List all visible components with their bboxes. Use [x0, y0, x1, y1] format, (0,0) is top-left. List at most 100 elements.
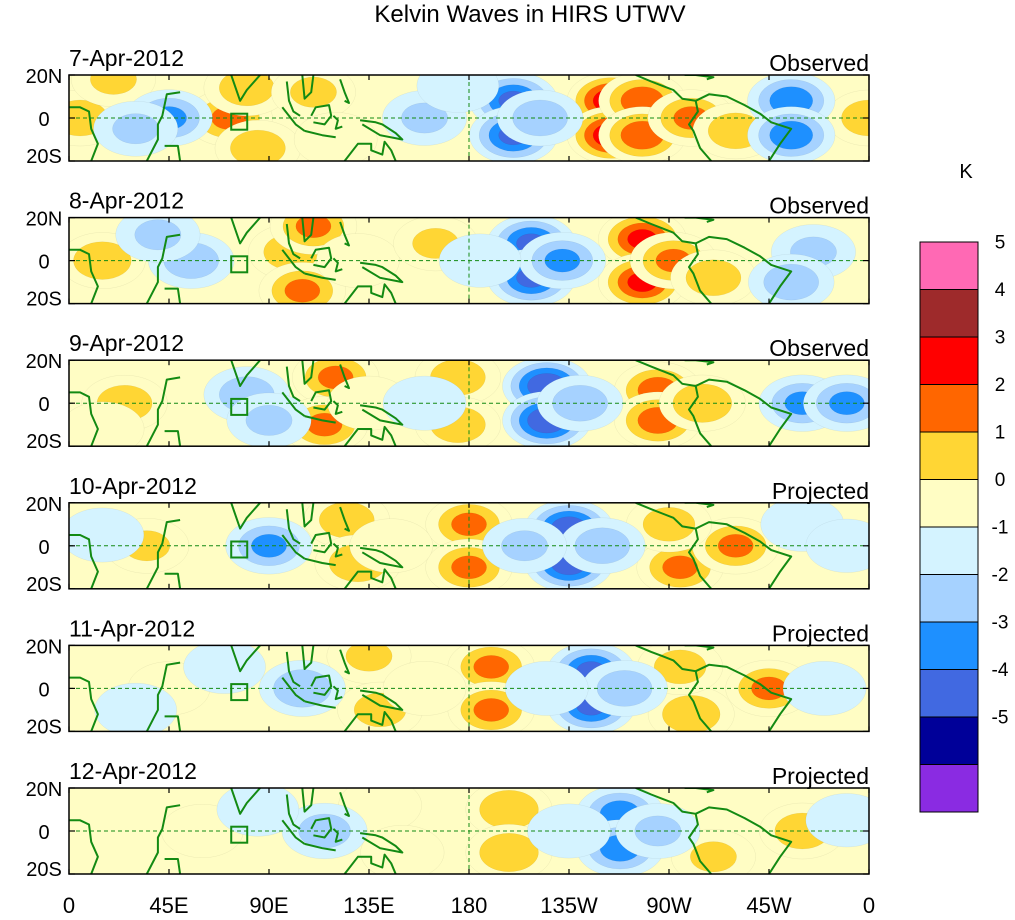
- panels: 20N 0 20S 7-Apr-2012 Observed 20N 0 20S 8-Apr-20…: [26, 45, 870, 881]
- panel-date: 11-Apr-2012: [69, 615, 195, 641]
- colorbar-unit-label: K: [959, 161, 973, 183]
- coastline: [339, 791, 350, 817]
- colorbar-tick-label: -1: [992, 518, 1009, 539]
- coastline: [285, 81, 301, 117]
- coastline: [359, 404, 404, 426]
- x-tick-label: 45E: [149, 893, 188, 918]
- coastline: [343, 711, 397, 732]
- y-tick-label: 0: [38, 252, 49, 274]
- anomaly-field: [69, 502, 869, 589]
- y-tick-label: 20N: [26, 779, 63, 801]
- y-tick-label: 20N: [26, 66, 63, 88]
- y-tick-label: 20N: [26, 494, 63, 516]
- coastline: [230, 217, 261, 245]
- panel: 20N 0 20S 7-Apr-2012 Observed: [26, 45, 870, 168]
- coastline: [684, 645, 715, 651]
- region-box: [230, 397, 249, 416]
- coastline: [635, 75, 696, 102]
- coastline: [688, 385, 712, 447]
- coastline: [164, 715, 182, 732]
- coastline: [635, 217, 696, 245]
- coastline: [688, 243, 712, 304]
- contour-level: [345, 645, 393, 672]
- coastline: [339, 221, 350, 247]
- coastline: [230, 75, 261, 102]
- coastline: [164, 858, 182, 874]
- contour-level: [216, 788, 300, 837]
- panel: 20N 0 20S 11-Apr-2012 Projected: [26, 615, 870, 738]
- coastline: [285, 223, 301, 260]
- contour-level: [416, 75, 500, 113]
- panel-date: 12-Apr-2012: [69, 758, 197, 784]
- coastline: [359, 261, 404, 284]
- colorbar-swatch: [919, 431, 979, 480]
- colorbar: K 5 4 3 2 1 0 -1 -2 -3 -4 -5: [919, 161, 1009, 813]
- contour-level: [662, 695, 721, 732]
- anomaly-blob: [382, 661, 467, 716]
- panel: 20N 0 20S 8-Apr-2012 Observed: [26, 188, 870, 311]
- coastline: [301, 645, 315, 670]
- coastline: [684, 788, 715, 794]
- coastline: [285, 651, 301, 688]
- coastline: [339, 78, 350, 104]
- coastline: [164, 572, 182, 589]
- coastline: [343, 568, 397, 589]
- colorbar-tick-label: -4: [992, 660, 1009, 681]
- coastline: [684, 75, 715, 81]
- colorbar-tick-label: -3: [992, 613, 1009, 634]
- coastline: [285, 366, 301, 402]
- coastline: [310, 246, 333, 269]
- y-tick-label: 20S: [26, 431, 62, 453]
- colorbar-swatch: [919, 669, 979, 718]
- coastline: [285, 794, 301, 830]
- coastline: [301, 75, 315, 100]
- panel-status: Observed: [769, 50, 869, 76]
- coastline: [145, 804, 181, 874]
- coastline: [145, 233, 181, 304]
- coastline: [145, 376, 181, 447]
- colorbar-swatch: [919, 241, 979, 290]
- coastline: [69, 534, 99, 589]
- contour-level: [685, 259, 742, 297]
- coastline: [359, 546, 404, 569]
- contour-level: [382, 375, 467, 431]
- colorbar-swatch: [919, 574, 979, 623]
- y-tick-label: 20N: [26, 636, 63, 658]
- coastline: [688, 670, 712, 732]
- coastline: [304, 557, 336, 567]
- coastline: [684, 217, 715, 223]
- coastline: [145, 519, 181, 589]
- y-tick-label: 0: [38, 537, 49, 559]
- contour-level: [805, 793, 869, 848]
- coastline: [359, 119, 404, 141]
- panel: 20N 0 20S 9-Apr-2012 Observed: [26, 330, 870, 453]
- coastline: [359, 832, 404, 854]
- panel-status: Projected: [772, 478, 869, 504]
- anomaly-blob: [438, 233, 522, 288]
- coastline: [145, 91, 181, 161]
- coastline: [301, 360, 315, 385]
- anomaly-field: [69, 75, 869, 161]
- coastline: [281, 249, 306, 275]
- region-box: [230, 825, 249, 844]
- coastlines: [69, 217, 793, 304]
- colorbar-tick-label: -2: [992, 565, 1009, 586]
- contour-level: [134, 219, 182, 251]
- coastline: [635, 788, 696, 815]
- colorbar-tick-label: -5: [992, 708, 1009, 729]
- coastlines: [69, 502, 793, 589]
- coastline: [230, 360, 261, 387]
- coastline: [635, 360, 696, 387]
- x-tick-label: 90E: [249, 893, 288, 918]
- coastline: [281, 391, 306, 417]
- coastline: [69, 391, 99, 447]
- anomaly-blob: [94, 682, 177, 732]
- region-box: [230, 255, 249, 274]
- anomaly-blob: [748, 253, 835, 304]
- contour-level: [438, 233, 522, 288]
- y-tick-label: 20S: [26, 146, 62, 168]
- colorbar-tick-label: 2: [995, 375, 1006, 396]
- colorbar-tick-label: 4: [995, 280, 1006, 301]
- contour-level: [183, 645, 266, 694]
